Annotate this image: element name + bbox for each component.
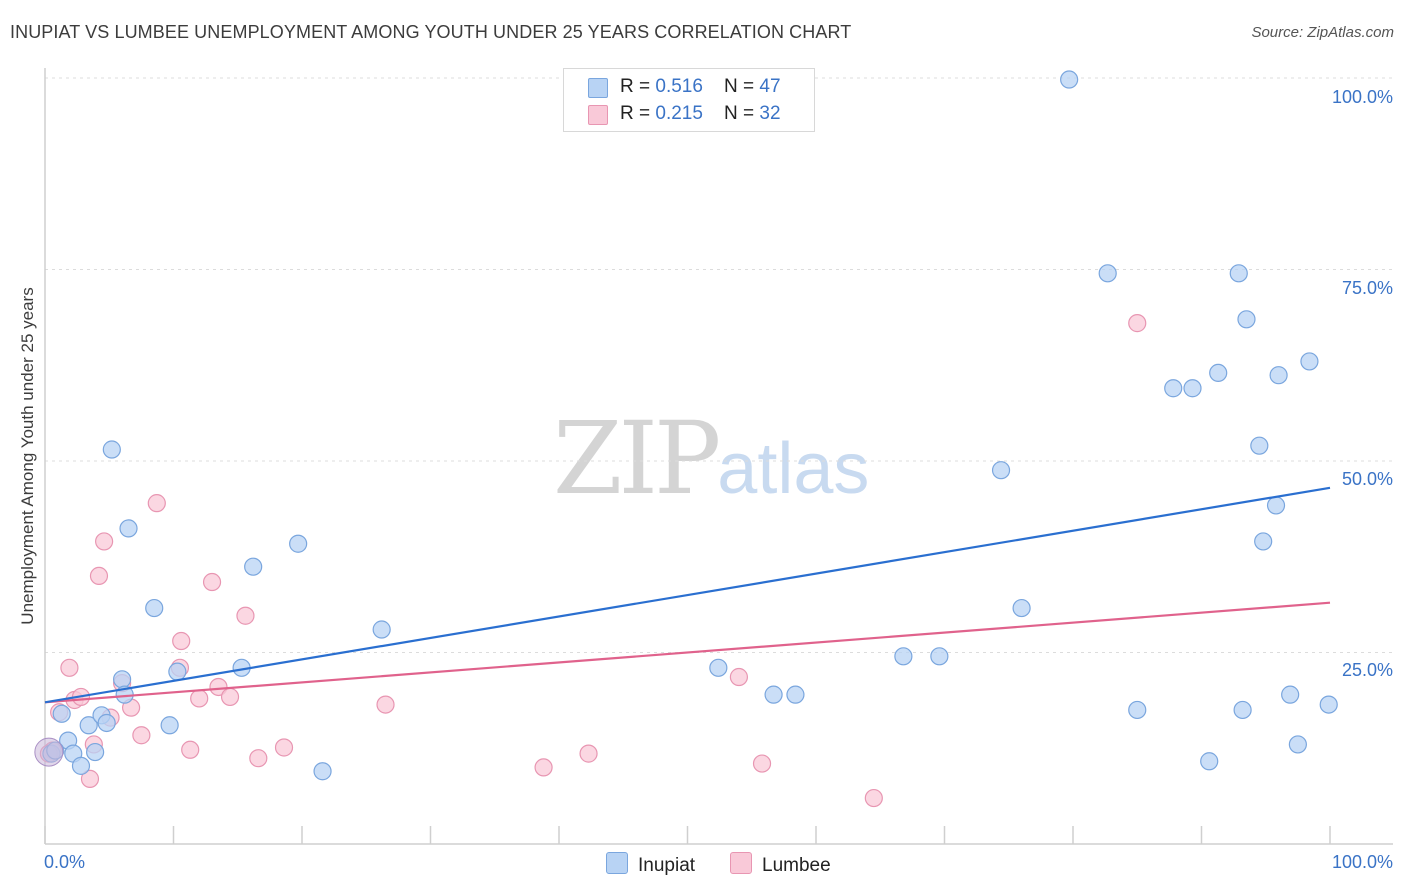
lumbee-point-25: [534, 758, 553, 777]
inupiat-points: [34, 70, 1338, 781]
inupiat-point-17: [244, 557, 263, 576]
inupiat-point-13: [145, 598, 164, 618]
lumbee-points: [39, 314, 1147, 808]
y-tick-label-50: 50.0%: [1341, 469, 1393, 489]
lumbee-point-13: [147, 494, 166, 513]
inupiat-point-37: [1237, 310, 1256, 329]
lumbee-point-2: [60, 658, 79, 677]
bottom-lumbee-swatch: [730, 852, 752, 874]
inupiat-point-21: [709, 658, 728, 677]
inupiat-point-45: [1319, 695, 1338, 714]
inupiat-point-41: [1269, 366, 1288, 385]
inupiat-point-14: [160, 716, 179, 735]
inupiat-point-36: [1233, 700, 1252, 720]
lumbee-point-12: [132, 726, 151, 745]
inupiat-point-31: [1164, 379, 1183, 398]
chart-title: INUPIAT VS LUMBEE UNEMPLOYMENT AMONG YOU…: [10, 22, 852, 42]
inupiat-point-38: [1250, 436, 1269, 455]
y-tick-label-75: 75.0%: [1341, 278, 1393, 298]
lumbee-point-7: [89, 566, 109, 586]
inupiat-point-28: [1060, 70, 1079, 89]
y-tick-label-100: 100.0%: [1331, 87, 1393, 107]
inupiat-point-22: [764, 685, 783, 704]
inupiat-point-1: [52, 704, 71, 723]
watermark: ZIPatlas: [553, 400, 869, 517]
inupiat-point-26: [991, 461, 1011, 480]
inupiat-point-6: [86, 742, 105, 762]
inupiat-point-25: [930, 647, 949, 666]
correlation-legend: R = 0.516 N = 47 R = 0.215 N = 32: [563, 68, 815, 132]
lumbee-point-8: [95, 532, 114, 551]
inupiat-point-24: [894, 647, 913, 666]
lumbee-swatch: [588, 105, 608, 125]
lumbee-point-22: [249, 749, 268, 768]
lumbee-point-16: [181, 740, 200, 759]
y-tick-label-25: 25.0%: [1341, 660, 1393, 680]
lumbee-point-28: [752, 754, 772, 773]
inupiat-point-43: [1288, 735, 1307, 754]
lumbee-point-19: [209, 677, 228, 697]
inupiat-point-19: [313, 762, 332, 781]
inupiat-point-30: [1128, 700, 1147, 720]
inupiat-point-29: [1098, 264, 1117, 283]
lumbee-point-24: [376, 695, 395, 714]
bottom-inupiat-swatch: [606, 852, 628, 874]
chart-source: Source: ZipAtlas.com: [1251, 24, 1394, 41]
inupiat-point-4: [71, 756, 91, 775]
lumbee-point-29: [864, 788, 883, 808]
inupiat-point-20: [372, 620, 391, 639]
watermark-atlas: atlas: [717, 429, 870, 509]
lumbee-point-27: [729, 667, 749, 687]
inupiat-point-34: [1209, 363, 1228, 383]
lumbee-point-18: [202, 572, 222, 592]
inupiat-point-35: [1229, 264, 1248, 283]
inupiat-point-15: [168, 662, 187, 681]
lumbee-point-26: [579, 744, 598, 763]
inupiat-point-32: [1183, 379, 1202, 398]
inupiat-point-23: [786, 685, 805, 704]
inupiat-point-10: [112, 670, 132, 689]
bottom-legend-lumbee: Lumbee: [730, 852, 831, 877]
origin-cluster-point: [34, 737, 64, 767]
lumbee-point-30: [1128, 314, 1147, 333]
lumbee-point-21: [236, 606, 255, 625]
lumbee-trend-line: [44, 601, 1331, 704]
inupiat-trend-line: [44, 486, 1331, 704]
watermark-zip: ZIP: [553, 400, 721, 517]
inupiat-point-8: [97, 713, 116, 733]
x-tick-label-0: 0.0%: [44, 852, 86, 872]
bottom-legend-inupiat: Inupiat: [606, 852, 695, 877]
trend-lines: [44, 486, 1331, 704]
x-tick-label-100: 100.0%: [1331, 852, 1393, 872]
inupiat-point-18: [289, 534, 308, 553]
inupiat-point-40: [1266, 496, 1286, 515]
inupiat-point-9: [102, 440, 121, 459]
inupiat-point-27: [1012, 598, 1031, 618]
lumbee-point-5: [80, 769, 100, 788]
lumbee-point-15: [172, 631, 191, 651]
lumbee-point-17: [190, 689, 209, 708]
inupiat-point-39: [1254, 532, 1273, 551]
lumbee-point-20: [220, 687, 240, 707]
inupiat-point-12: [119, 519, 138, 538]
inupiat-point-5: [79, 716, 98, 735]
inupiat-point-42: [1281, 685, 1300, 704]
lumbee-point-23: [274, 738, 294, 757]
inupiat-point-33: [1200, 752, 1219, 771]
legend-text-inupiat: R = 0.516 N = 47: [620, 76, 781, 97]
axes: [44, 68, 1393, 845]
inupiat-swatch: [588, 78, 608, 98]
legend-text-lumbee: R = 0.215 N = 32: [620, 103, 781, 124]
inupiat-point-44: [1300, 352, 1319, 371]
